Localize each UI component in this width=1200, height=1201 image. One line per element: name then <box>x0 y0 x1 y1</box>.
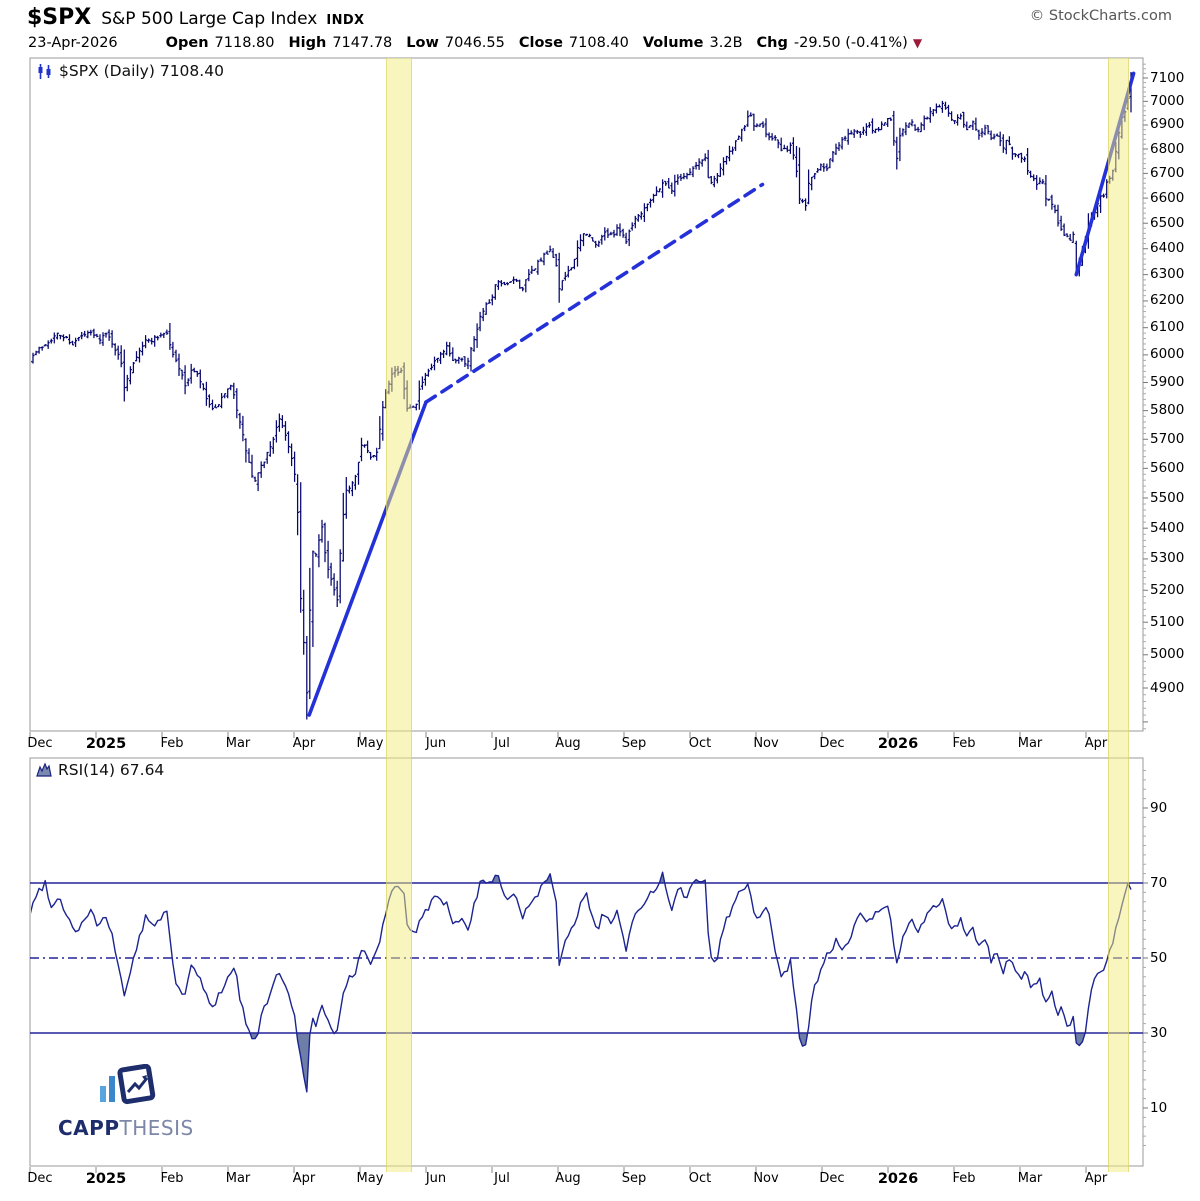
price-axis-label: 5800 <box>1150 402 1185 418</box>
price-axis-label: 5300 <box>1150 550 1185 566</box>
price-axis-label: 6900 <box>1150 116 1185 132</box>
cappthesis-logo-text: CAPPTHESIS <box>58 1116 194 1140</box>
month-label: Jul <box>494 1171 510 1186</box>
candlestick-icon <box>36 63 53 80</box>
month-label: Jun <box>425 1171 447 1186</box>
cappthesis-logo-icon <box>98 1063 208 1114</box>
highlight-band <box>386 58 412 1172</box>
month-label: Oct <box>688 1171 712 1186</box>
rsi-legend: RSI(14) 67.64 <box>36 761 164 779</box>
rsi-axis-label: 50 <box>1150 950 1168 966</box>
symbol: $SPX <box>27 5 92 30</box>
close-label: Close <box>518 35 563 51</box>
chg-value: -29.50 (-0.41%) <box>793 35 908 51</box>
price-axis-label: 5400 <box>1150 520 1185 536</box>
close-value: 7108.40 <box>568 35 629 51</box>
month-label: Apr <box>292 736 316 751</box>
price-legend-label: $SPX (Daily) 7108.40 <box>59 62 224 80</box>
month-label: Nov <box>753 736 779 751</box>
rsi-axis-label: 70 <box>1150 875 1168 891</box>
price-axis-label: 7100 <box>1150 70 1185 86</box>
month-label: Sep <box>621 1171 647 1186</box>
price-axis-label: 5600 <box>1150 460 1185 476</box>
month-label: Dec <box>27 736 53 751</box>
month-label: Mar <box>1017 1171 1043 1186</box>
high-label: High <box>288 35 327 51</box>
month-label: 2025 <box>85 736 127 752</box>
month-label: Mar <box>225 736 251 751</box>
low-label: Low <box>406 35 439 51</box>
exchange-tag: INDX <box>326 13 365 28</box>
month-label: Oct <box>688 736 712 751</box>
open-label: Open <box>165 35 209 51</box>
cappthesis-logo: CAPPTHESIS <box>58 1063 208 1140</box>
month-label: Aug <box>555 1171 581 1186</box>
price-axis-label: 5900 <box>1150 374 1185 390</box>
price-axis-label: 5700 <box>1150 431 1185 447</box>
price-axis-label: 6300 <box>1150 266 1185 282</box>
price-axis-label: 6700 <box>1150 165 1185 181</box>
rsi-axis-label: 10 <box>1150 1100 1168 1116</box>
month-label: 2026 <box>877 1171 919 1187</box>
price-axis-label: 7000 <box>1150 93 1185 109</box>
rsi-axis-label: 90 <box>1150 800 1168 816</box>
high-value: 7147.78 <box>332 35 393 51</box>
month-label: 2025 <box>85 1171 127 1187</box>
down-triangle-icon: ▼ <box>912 36 923 50</box>
highlight-band <box>1108 58 1129 1172</box>
price-axis-label: 6500 <box>1150 215 1185 231</box>
month-label: Dec <box>819 1171 845 1186</box>
open-value: 7118.80 <box>214 35 275 51</box>
month-label: Mar <box>225 1171 251 1186</box>
price-axis-label: 5500 <box>1150 490 1185 506</box>
month-label: Apr <box>1084 1171 1108 1186</box>
low-value: 7046.55 <box>444 35 505 51</box>
rsi-axis-label: 30 <box>1150 1025 1168 1041</box>
area-chart-icon <box>36 762 52 778</box>
month-label: Nov <box>753 1171 779 1186</box>
month-label: Jun <box>425 736 447 751</box>
month-label: Apr <box>1084 736 1108 751</box>
month-label: Jul <box>494 736 510 751</box>
month-label: Feb <box>160 736 184 751</box>
rsi-legend-label: RSI(14) 67.64 <box>58 761 165 779</box>
month-label: Sep <box>621 736 647 751</box>
month-label: Feb <box>952 1171 976 1186</box>
price-axis-label: 6400 <box>1150 240 1185 256</box>
price-legend: $SPX (Daily) 7108.40 <box>36 62 224 80</box>
month-label: Apr <box>292 1171 316 1186</box>
month-label: Dec <box>27 1171 53 1186</box>
price-axis-label: 6600 <box>1150 190 1185 206</box>
month-label: Feb <box>952 736 976 751</box>
price-axis-label: 4900 <box>1150 680 1185 696</box>
month-label: Mar <box>1017 736 1043 751</box>
price-axis-label: 6100 <box>1150 319 1185 335</box>
index-name: S&P 500 Large Cap Index <box>101 9 318 29</box>
month-label: Dec <box>819 736 845 751</box>
stockcharts-copyright: © StockCharts.com <box>1029 8 1172 24</box>
quote-row: 23-Apr-2026 Open 7118.80 High 7147.78 Lo… <box>28 35 922 51</box>
chart-title-row: $SPX S&P 500 Large Cap Index INDX <box>27 5 364 30</box>
month-label: May <box>356 1171 384 1186</box>
price-axis-label: 6000 <box>1150 346 1185 362</box>
volume-value: 3.2B <box>709 35 743 51</box>
month-label: Feb <box>160 1171 184 1186</box>
volume-label: Volume <box>642 35 704 51</box>
price-axis-label: 5200 <box>1150 582 1185 598</box>
month-label: Aug <box>555 736 581 751</box>
price-axis-label: 5100 <box>1150 614 1185 630</box>
month-label: May <box>356 736 384 751</box>
price-axis-label: 6800 <box>1150 141 1185 157</box>
month-label: 2026 <box>877 736 919 752</box>
price-axis-label: 6200 <box>1150 292 1185 308</box>
chg-label: Chg <box>756 35 788 51</box>
quote-date: 23-Apr-2026 <box>28 35 118 51</box>
price-axis-label: 5000 <box>1150 646 1185 662</box>
